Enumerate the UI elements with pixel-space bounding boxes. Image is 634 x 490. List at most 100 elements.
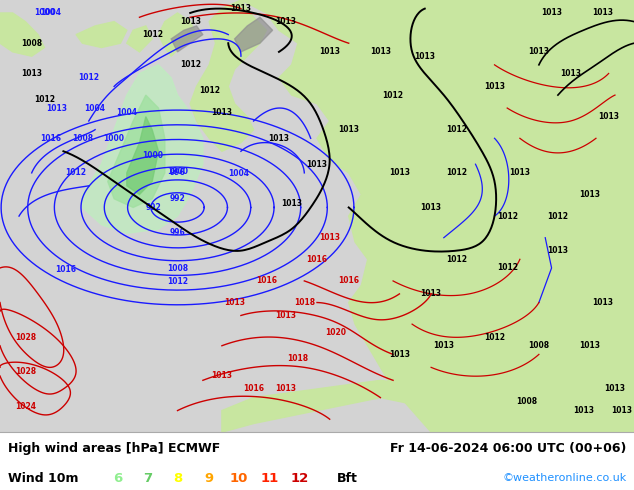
Text: Wind 10m: Wind 10m — [8, 472, 78, 485]
Text: 1013: 1013 — [268, 134, 290, 143]
Text: 992: 992 — [170, 195, 185, 203]
Text: 1013: 1013 — [275, 17, 296, 26]
Text: 1008: 1008 — [21, 39, 42, 48]
Text: 1013: 1013 — [547, 246, 569, 255]
Text: 1000: 1000 — [34, 8, 55, 18]
Text: 1016: 1016 — [55, 265, 75, 274]
Text: 1013: 1013 — [46, 103, 68, 113]
Text: 1013: 1013 — [579, 341, 600, 350]
Text: Bft: Bft — [337, 472, 358, 485]
Text: 996: 996 — [170, 169, 185, 177]
Text: Fr 14-06-2024 06:00 UTC (00+06): Fr 14-06-2024 06:00 UTC (00+06) — [390, 442, 626, 455]
Text: 1000: 1000 — [167, 167, 188, 175]
Text: 7: 7 — [143, 472, 152, 485]
Text: 1013: 1013 — [224, 298, 245, 307]
Text: 1013: 1013 — [484, 82, 505, 91]
Text: 1012: 1012 — [446, 125, 467, 134]
Text: 1012: 1012 — [446, 169, 467, 177]
Text: 1012: 1012 — [167, 277, 188, 286]
Polygon shape — [0, 13, 44, 56]
Text: 10: 10 — [230, 472, 248, 485]
Polygon shape — [222, 380, 634, 432]
Text: 1013: 1013 — [420, 203, 442, 212]
Text: 1008: 1008 — [167, 264, 188, 273]
Text: 992: 992 — [146, 203, 162, 212]
Polygon shape — [108, 95, 165, 207]
Text: 11: 11 — [261, 472, 278, 485]
Text: 6: 6 — [113, 472, 122, 485]
Text: 1020: 1020 — [325, 328, 347, 337]
Text: 1008: 1008 — [515, 397, 537, 406]
Text: 1013: 1013 — [604, 385, 626, 393]
Text: 1012: 1012 — [496, 212, 518, 220]
Text: 9: 9 — [204, 472, 213, 485]
Text: 1013: 1013 — [211, 371, 233, 381]
Text: 1013: 1013 — [433, 341, 455, 350]
Polygon shape — [190, 0, 266, 151]
Text: 1016: 1016 — [256, 276, 277, 285]
Text: 1004: 1004 — [116, 108, 138, 117]
Text: 1016: 1016 — [306, 255, 328, 264]
Polygon shape — [127, 117, 158, 195]
Text: 1018: 1018 — [294, 298, 315, 307]
Text: 1013: 1013 — [275, 385, 296, 393]
Polygon shape — [235, 17, 273, 52]
Text: High wind areas [hPa] ECMWF: High wind areas [hPa] ECMWF — [8, 442, 220, 455]
Text: 1012: 1012 — [446, 255, 467, 264]
Text: 1013: 1013 — [319, 233, 340, 242]
Text: 1018: 1018 — [287, 354, 309, 363]
Text: 1012: 1012 — [484, 333, 505, 342]
Text: 1013: 1013 — [509, 169, 531, 177]
Text: 1012: 1012 — [547, 212, 569, 220]
Text: 1004: 1004 — [228, 169, 249, 178]
Text: 1013: 1013 — [592, 8, 613, 18]
Text: 1012: 1012 — [198, 86, 220, 95]
Text: 1013: 1013 — [21, 69, 42, 78]
Text: 1012: 1012 — [382, 91, 404, 99]
Text: 1013: 1013 — [560, 69, 581, 78]
Text: 1008: 1008 — [528, 341, 550, 350]
Text: 1012: 1012 — [78, 74, 100, 82]
Text: 1013: 1013 — [592, 298, 613, 307]
Polygon shape — [127, 26, 152, 52]
Text: 1004: 1004 — [40, 8, 61, 18]
Text: 8: 8 — [174, 472, 183, 485]
Text: 1000: 1000 — [103, 134, 125, 143]
Text: 1004: 1004 — [84, 103, 106, 113]
Polygon shape — [76, 22, 127, 48]
Text: 996: 996 — [170, 228, 185, 237]
Text: 1013: 1013 — [611, 406, 632, 415]
Text: 1013: 1013 — [389, 169, 410, 177]
Text: 1013: 1013 — [306, 160, 328, 169]
Text: ©weatheronline.co.uk: ©weatheronline.co.uk — [502, 473, 626, 484]
Text: 1008: 1008 — [72, 134, 93, 143]
Polygon shape — [241, 0, 634, 432]
Text: 1013: 1013 — [281, 198, 302, 208]
Text: 1013: 1013 — [579, 190, 600, 199]
Text: 1012: 1012 — [34, 95, 55, 104]
Text: 1013: 1013 — [528, 48, 550, 56]
Text: 1012: 1012 — [496, 264, 518, 272]
Text: 1013: 1013 — [573, 406, 594, 415]
Text: 1013: 1013 — [319, 48, 340, 56]
Text: 1013: 1013 — [338, 125, 359, 134]
Polygon shape — [539, 0, 602, 22]
Text: 1024: 1024 — [15, 402, 36, 411]
Text: 1012: 1012 — [179, 60, 201, 69]
Polygon shape — [158, 13, 197, 56]
Polygon shape — [171, 26, 203, 52]
Text: 1016: 1016 — [338, 276, 359, 285]
Text: 1016: 1016 — [40, 134, 61, 143]
Polygon shape — [82, 65, 203, 233]
Text: 1013: 1013 — [420, 290, 442, 298]
Text: 1000: 1000 — [141, 151, 163, 160]
Text: 1016: 1016 — [243, 385, 264, 393]
Text: 1013: 1013 — [211, 108, 233, 117]
Text: 1012: 1012 — [65, 169, 87, 177]
Text: 1013: 1013 — [230, 4, 252, 13]
Text: 1013: 1013 — [179, 17, 201, 26]
Text: 1013: 1013 — [370, 48, 391, 56]
Text: 1013: 1013 — [541, 8, 562, 18]
Text: 1028: 1028 — [15, 333, 36, 342]
Text: 1012: 1012 — [141, 30, 163, 39]
